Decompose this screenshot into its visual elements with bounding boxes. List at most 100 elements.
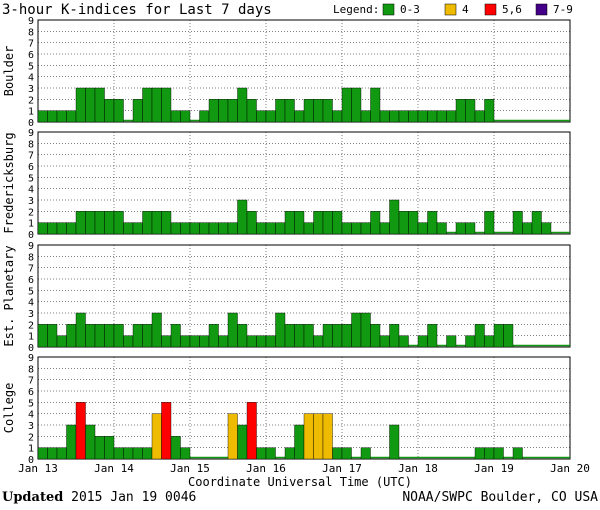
k-index-bar xyxy=(218,335,229,348)
legend-item-3: 7-9 xyxy=(553,3,573,16)
y-tick-label: 3 xyxy=(28,309,34,320)
k-index-bar xyxy=(265,335,276,348)
k-index-bar xyxy=(37,222,48,235)
k-index-bar xyxy=(313,413,324,460)
k-index-bar xyxy=(199,335,210,348)
y-tick-label: 2 xyxy=(28,320,34,331)
k-index-bar xyxy=(113,324,124,348)
k-index-chart: 3-hour K-indices for Last 7 days Legend: 0… xyxy=(2,2,590,489)
k-index-bar xyxy=(465,335,476,348)
k-index-bar xyxy=(37,110,48,123)
k-index-bar xyxy=(474,110,485,123)
y-tick-label: 7 xyxy=(28,151,34,162)
k-index-bar xyxy=(132,447,143,460)
k-index-bar xyxy=(208,99,219,123)
k-index-bar xyxy=(56,335,67,348)
k-index-bar xyxy=(322,413,333,460)
k-index-bar xyxy=(246,402,257,460)
k-index-bar xyxy=(75,312,86,348)
y-tick-label: 3 xyxy=(28,84,34,95)
k-index-bar xyxy=(170,110,181,123)
k-index-bar xyxy=(465,99,476,123)
k-index-bar xyxy=(170,324,181,348)
k-index-bar xyxy=(370,324,381,348)
k-index-bar xyxy=(189,222,200,235)
k-index-bar xyxy=(227,222,238,235)
y-tick-label: 8 xyxy=(28,252,34,263)
k-index-bar xyxy=(294,110,305,123)
k-index-bar xyxy=(142,211,153,235)
k-index-bar xyxy=(113,99,124,123)
k-index-bar xyxy=(389,424,400,460)
k-index-bar xyxy=(265,222,276,235)
k-index-bar xyxy=(104,99,115,123)
k-index-bar xyxy=(104,211,115,235)
y-tick-label: 7 xyxy=(28,39,34,50)
y-tick-label: 1 xyxy=(28,219,34,230)
y-tick-label: 6 xyxy=(28,387,34,398)
y-tick-label: 8 xyxy=(28,139,34,150)
k-index-bar xyxy=(237,87,248,123)
x-tick-label: Jan 16 xyxy=(246,462,286,475)
k-index-bar xyxy=(294,324,305,348)
k-index-bar xyxy=(379,222,390,235)
k-index-bar xyxy=(360,312,371,348)
k-index-bar xyxy=(161,87,172,123)
y-tick-label: 4 xyxy=(28,73,34,84)
legend-swatch-3 xyxy=(535,3,548,16)
k-index-bar xyxy=(47,222,58,235)
k-index-bar xyxy=(427,324,438,348)
k-index-bar xyxy=(427,211,438,235)
k-index-bar xyxy=(303,324,314,348)
y-tick-label: 5 xyxy=(28,173,34,184)
y-tick-label: 6 xyxy=(28,162,34,173)
k-index-bar xyxy=(94,87,105,123)
k-index-bar xyxy=(417,110,428,123)
k-index-bar xyxy=(436,222,447,235)
k-index-bar xyxy=(142,447,153,460)
k-index-bar xyxy=(180,110,191,123)
k-index-bar xyxy=(294,424,305,460)
y-tick-label: 4 xyxy=(28,410,34,421)
y-tick-label: 9 xyxy=(28,128,34,139)
credit-text: NOAA/SWPC Boulder, CO USA xyxy=(402,490,598,505)
k-index-bar xyxy=(256,222,267,235)
y-tick-label: 5 xyxy=(28,286,34,297)
k-index-bar xyxy=(332,324,343,348)
k-index-bar xyxy=(322,324,333,348)
k-index-bar xyxy=(180,335,191,348)
k-index-bar xyxy=(85,424,96,460)
k-index-bar xyxy=(227,413,238,460)
k-index-bar xyxy=(341,324,352,348)
k-index-bar xyxy=(275,312,286,348)
k-index-bar xyxy=(132,99,143,123)
x-tick-label: Jan 13 xyxy=(18,462,58,475)
k-index-bar xyxy=(47,447,58,460)
k-index-bar xyxy=(123,222,134,235)
k-index-bar xyxy=(275,222,286,235)
y-tick-label: 3 xyxy=(28,196,34,207)
k-index-bar xyxy=(322,211,333,235)
k-index-bar xyxy=(256,335,267,348)
k-index-bar xyxy=(237,424,248,460)
y-tick-label: 0 xyxy=(28,230,34,241)
k-index-bar xyxy=(189,335,200,348)
k-index-bar xyxy=(56,447,67,460)
k-index-bar xyxy=(47,324,58,348)
k-index-bar xyxy=(389,324,400,348)
k-index-bar xyxy=(484,335,495,348)
k-index-bar xyxy=(484,447,495,460)
k-index-bar xyxy=(94,324,105,348)
k-index-bar xyxy=(455,222,466,235)
k-index-bar xyxy=(113,447,124,460)
y-tick-label: 9 xyxy=(28,353,34,364)
k-index-bar xyxy=(94,211,105,235)
k-index-bar xyxy=(512,447,523,460)
k-index-bar xyxy=(313,211,324,235)
k-index-bar xyxy=(332,447,343,460)
k-index-bar xyxy=(142,324,153,348)
k-index-bar xyxy=(341,87,352,123)
y-tick-label: 4 xyxy=(28,185,34,196)
k-index-bar xyxy=(341,447,352,460)
k-index-bar xyxy=(199,222,210,235)
